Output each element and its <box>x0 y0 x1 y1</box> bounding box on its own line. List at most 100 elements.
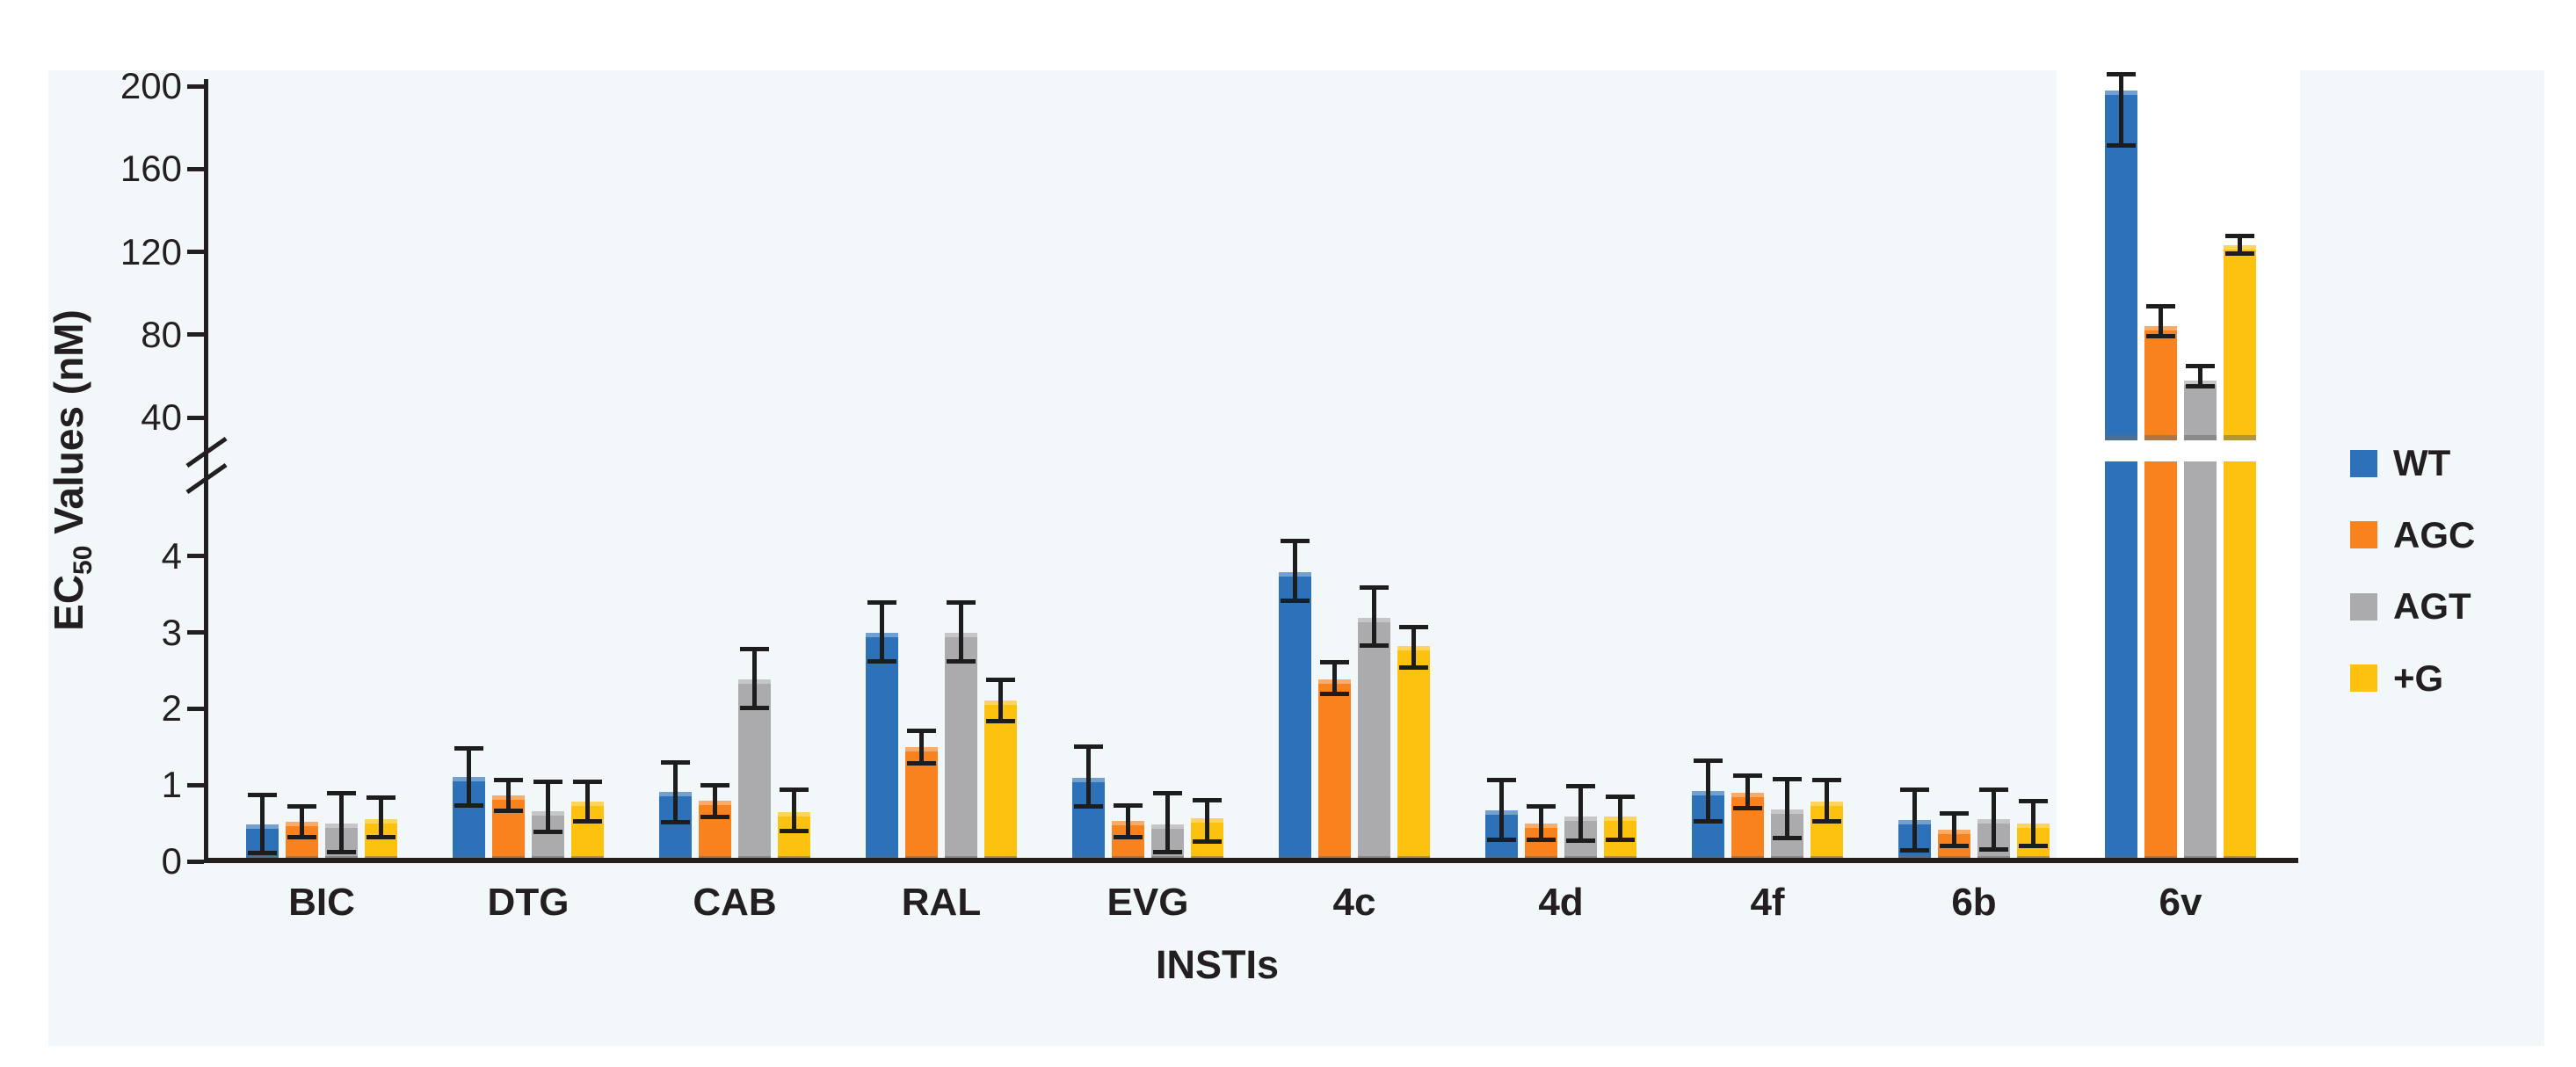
errorbar-cap-bottom <box>780 829 809 834</box>
errorbar-RAL-+G <box>986 678 1015 724</box>
errorbar-line <box>1499 778 1504 842</box>
bar-4c-WT <box>1279 572 1311 861</box>
errorbar-cap-top <box>454 745 483 751</box>
legend-swatch-AGT <box>2350 592 2377 621</box>
errorbar-cap-top <box>1153 790 1182 795</box>
x-axis-line <box>204 858 2298 863</box>
errorbar-line <box>506 778 511 813</box>
errorbar-cap-bottom <box>947 659 976 664</box>
errorbar-CAB-+G <box>780 787 809 834</box>
legend-label-AGT: AGT <box>2393 585 2471 627</box>
errorbar-line <box>339 790 344 855</box>
errorbar-line <box>1992 787 1996 852</box>
errorbar-cap-top <box>1360 584 1389 590</box>
bar-6v-WT-upper <box>2105 90 2137 440</box>
errorbar-cap-top <box>248 792 277 797</box>
errorbar-cap-bottom <box>533 830 562 834</box>
legend-swatch-+G <box>2350 664 2377 692</box>
x-category-label-6v: 6v <box>2159 881 2202 924</box>
errorbar-line <box>2119 71 2123 149</box>
errorbar-cap-top <box>1979 787 2008 792</box>
errorbar-6v-+G <box>2225 233 2254 256</box>
y-tick-0 <box>187 859 204 864</box>
errorbar-line <box>919 728 924 766</box>
errorbar-cap-bottom <box>2146 334 2175 339</box>
errorbar-line <box>2159 303 2163 339</box>
errorbar-RAL-AGT <box>947 599 976 664</box>
errorbar-cap-bottom <box>1360 643 1389 649</box>
errorbar-line <box>2031 798 2035 848</box>
errorbar-line <box>379 795 383 840</box>
y-tick-2 <box>187 706 204 711</box>
errorbar-line <box>673 760 678 824</box>
errorbar-cap-bottom <box>1979 846 2008 852</box>
bar-6v-AGT-lower <box>2184 461 2217 861</box>
bar-RAL-WT <box>866 632 898 861</box>
errorbar-cap-top <box>986 678 1015 683</box>
errorbar-4c-AGC <box>1320 659 1349 696</box>
errorbar-cap-top <box>1487 778 1516 783</box>
y-tick-label-200: 200 <box>120 65 182 107</box>
errorbar-4f-AGC <box>1733 773 1762 811</box>
y-axis-title-subscript: 50 <box>69 545 98 575</box>
bar-base-shade <box>2105 434 2137 440</box>
errorbar-cap-top <box>1114 802 1143 808</box>
errorbar-cap-bottom <box>661 819 690 824</box>
errorbar-cap-top <box>2107 71 2136 76</box>
legend-item-+G: +G <box>2350 657 2444 699</box>
errorbar-line <box>2198 364 2202 388</box>
errorbar-cap-top <box>494 778 523 783</box>
errorbar-cap-bottom <box>1940 843 1969 848</box>
legend-label-+G: +G <box>2393 657 2444 699</box>
errorbar-line <box>1825 778 1829 824</box>
errorbar-cap-top <box>1606 795 1635 800</box>
errorbar-cap-top <box>533 779 562 784</box>
legend-label-WT: WT <box>2393 442 2451 483</box>
y-tick-label-2: 2 <box>161 687 182 729</box>
y-tick-3 <box>187 630 204 635</box>
errorbar-cap-top <box>700 783 729 788</box>
y-tick-label-160: 160 <box>120 148 182 190</box>
errorbar-line <box>1165 790 1170 855</box>
errorbar-cap-bottom <box>1153 850 1182 855</box>
errorbar-RAL-WT <box>867 599 896 664</box>
bar-4c-+G <box>1397 646 1430 861</box>
errorbar-cap-bottom <box>248 851 277 856</box>
x-category-label-RAL: RAL <box>901 881 982 924</box>
errorbar-cap-bottom <box>1487 837 1516 842</box>
errorbar-line <box>1618 795 1622 842</box>
errorbar-cap-bottom <box>327 850 356 855</box>
errorbar-cap-bottom <box>1527 837 1556 842</box>
errorbar-line <box>1912 788 1917 853</box>
errorbar-line <box>1293 538 1297 603</box>
errorbar-6v-AGC <box>2146 303 2175 339</box>
errorbar-cap-top <box>327 790 356 795</box>
errorbar-cap-top <box>1694 759 1723 764</box>
errorbar-DTG-WT <box>454 745 483 809</box>
errorbar-cap-bottom <box>2186 383 2215 388</box>
errorbar-cap-bottom <box>1900 847 1929 853</box>
errorbar-cap-bottom <box>2225 250 2254 256</box>
y-tick-40 <box>187 415 204 420</box>
x-category-label-4c: 4c <box>1332 881 1376 924</box>
bar-4c-AGC <box>1318 679 1351 861</box>
errorbar-BIC-WT <box>248 792 277 856</box>
errorbar-cap-bottom <box>573 818 602 824</box>
bar-base-shade <box>2184 434 2217 440</box>
errorbar-cap-top <box>907 728 936 733</box>
errorbar-cap-top <box>1812 778 1841 783</box>
legend-item-AGC: AGC <box>2350 514 2475 555</box>
errorbar-cap-top <box>1074 744 1103 749</box>
errorbar-cap-bottom <box>1281 599 1310 603</box>
bar-RAL-+G <box>984 700 1017 861</box>
errorbar-cap-bottom <box>1114 835 1143 840</box>
errorbar-line <box>585 779 590 824</box>
errorbar-line <box>1126 802 1130 840</box>
errorbar-DTG-+G <box>573 779 602 824</box>
y-axis-title: EC50 Values (nM) <box>44 31 98 910</box>
errorbar-line <box>1952 811 1956 848</box>
x-category-label-4f: 4f <box>1750 881 1785 924</box>
errorbar-cap-top <box>1193 797 1222 802</box>
errorbar-line <box>792 787 796 834</box>
